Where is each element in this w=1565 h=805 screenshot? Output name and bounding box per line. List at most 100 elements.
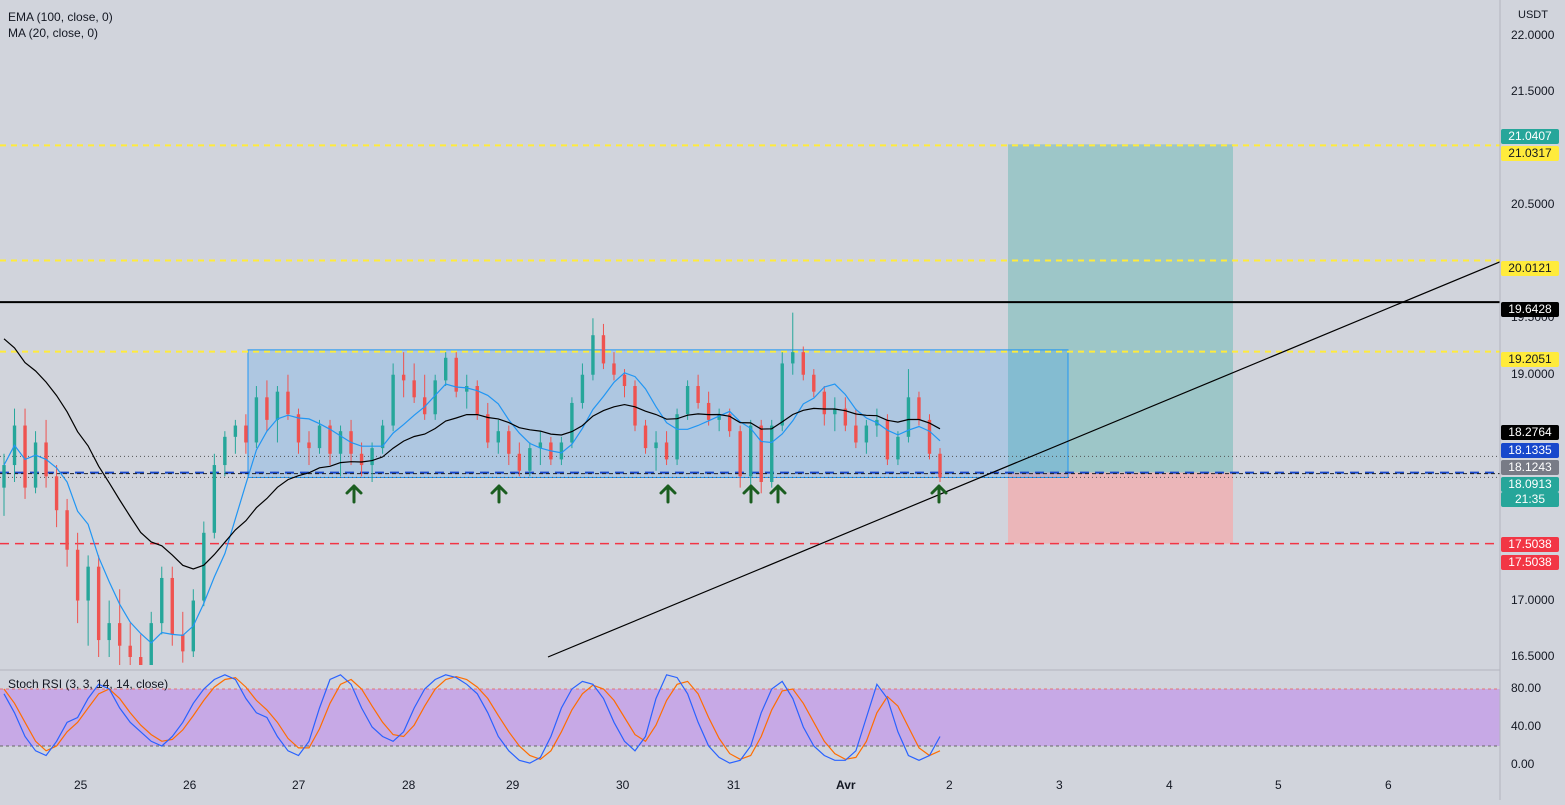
candle <box>570 397 574 449</box>
stoch-legend: Stoch RSI (3, 3, 14, 14, close) <box>8 677 169 691</box>
stoch-k-line <box>3 674 941 764</box>
candle-body <box>181 634 185 652</box>
price-label-yellow: 19.2051 <box>1501 352 1559 367</box>
price-tick: 21.5000 <box>1511 84 1555 99</box>
candle <box>601 323 606 370</box>
candle <box>254 386 259 449</box>
candle-body <box>717 414 721 420</box>
candle <box>75 532 80 624</box>
ema-line <box>3 338 941 570</box>
candle-body <box>906 397 911 437</box>
candle-body <box>444 357 448 381</box>
candle <box>706 391 711 426</box>
candle-body <box>117 623 122 646</box>
support-arrow <box>769 484 787 504</box>
candle-body <box>465 386 469 392</box>
candle <box>149 611 153 665</box>
candle-body <box>170 577 174 635</box>
candle <box>833 397 837 432</box>
time-tick: Avr <box>836 778 856 792</box>
candle-body <box>128 645 132 657</box>
candle <box>107 600 111 657</box>
candle <box>338 425 343 477</box>
candle-body <box>307 442 311 449</box>
price-label-gray: 18.1243 <box>1501 460 1559 475</box>
currency-label: USDT <box>1518 9 1548 21</box>
candle <box>391 363 395 432</box>
price-tick: 17.0000 <box>1511 592 1555 607</box>
price-label-yellow: 20.0121 <box>1501 261 1559 276</box>
candle-body <box>938 453 942 478</box>
time-tick: 26 <box>183 778 197 792</box>
candle <box>507 425 511 466</box>
candle <box>433 374 437 420</box>
time-tick: 3 <box>1056 778 1063 792</box>
candle <box>738 425 742 488</box>
candle-body <box>570 402 574 443</box>
candle-body <box>780 363 784 426</box>
candle <box>612 352 616 381</box>
candle <box>685 380 690 420</box>
candle <box>359 442 364 477</box>
candle <box>475 380 479 420</box>
support-arrow <box>490 484 508 504</box>
candle-body <box>643 425 648 449</box>
price-label-countdown: 21:35 <box>1501 492 1559 507</box>
candle <box>170 566 174 646</box>
candle-body <box>738 431 742 477</box>
candle <box>33 431 38 494</box>
trendline <box>547 261 1500 658</box>
candle-body <box>622 374 627 387</box>
candle-body <box>664 442 669 460</box>
price-label-target: 21.0407 <box>1501 129 1559 144</box>
time-tick: 25 <box>74 778 88 792</box>
candle-body <box>601 335 606 364</box>
candle <box>486 402 490 449</box>
stoch-band <box>0 689 1500 746</box>
candle-body <box>422 397 427 415</box>
candle <box>727 408 732 437</box>
candle <box>328 419 332 466</box>
time-tick: 27 <box>292 778 306 792</box>
candle <box>664 431 669 466</box>
candle-body <box>202 532 206 601</box>
time-tick: 28 <box>402 778 416 792</box>
candle-body <box>212 465 217 533</box>
candle-body <box>917 397 921 420</box>
candle <box>633 380 637 432</box>
candle-body <box>633 386 637 426</box>
candle <box>212 453 217 539</box>
candle-body <box>864 425 869 443</box>
candle-body <box>528 448 532 471</box>
candle <box>517 442 522 477</box>
candle-body <box>233 425 238 437</box>
candle <box>275 386 280 443</box>
candle-body <box>833 408 837 415</box>
candle-body <box>854 425 858 443</box>
candle <box>748 419 753 494</box>
price-label-last: 18.0913 <box>1501 477 1559 492</box>
candle-body <box>2 465 6 488</box>
price-label-stop: 17.5038 <box>1501 537 1559 552</box>
candle <box>675 408 679 466</box>
candle <box>223 431 227 477</box>
candle-body <box>391 374 395 426</box>
candle <box>317 419 322 454</box>
candle <box>307 431 311 466</box>
stoch-tick: 40.00 <box>1511 719 1542 733</box>
support-arrow <box>345 484 363 504</box>
price-label-blue: 18.1335 <box>1501 443 1559 458</box>
candle-body <box>496 431 500 443</box>
candle-body <box>275 391 280 420</box>
candle-body <box>454 357 458 392</box>
candle-body <box>801 352 805 375</box>
price-tick: 19.0000 <box>1511 366 1555 381</box>
candle <box>496 419 500 454</box>
candle <box>160 566 164 635</box>
candle-body <box>475 386 479 415</box>
candle-body <box>244 425 248 443</box>
candle <box>370 442 374 482</box>
time-tick: 29 <box>506 778 520 792</box>
